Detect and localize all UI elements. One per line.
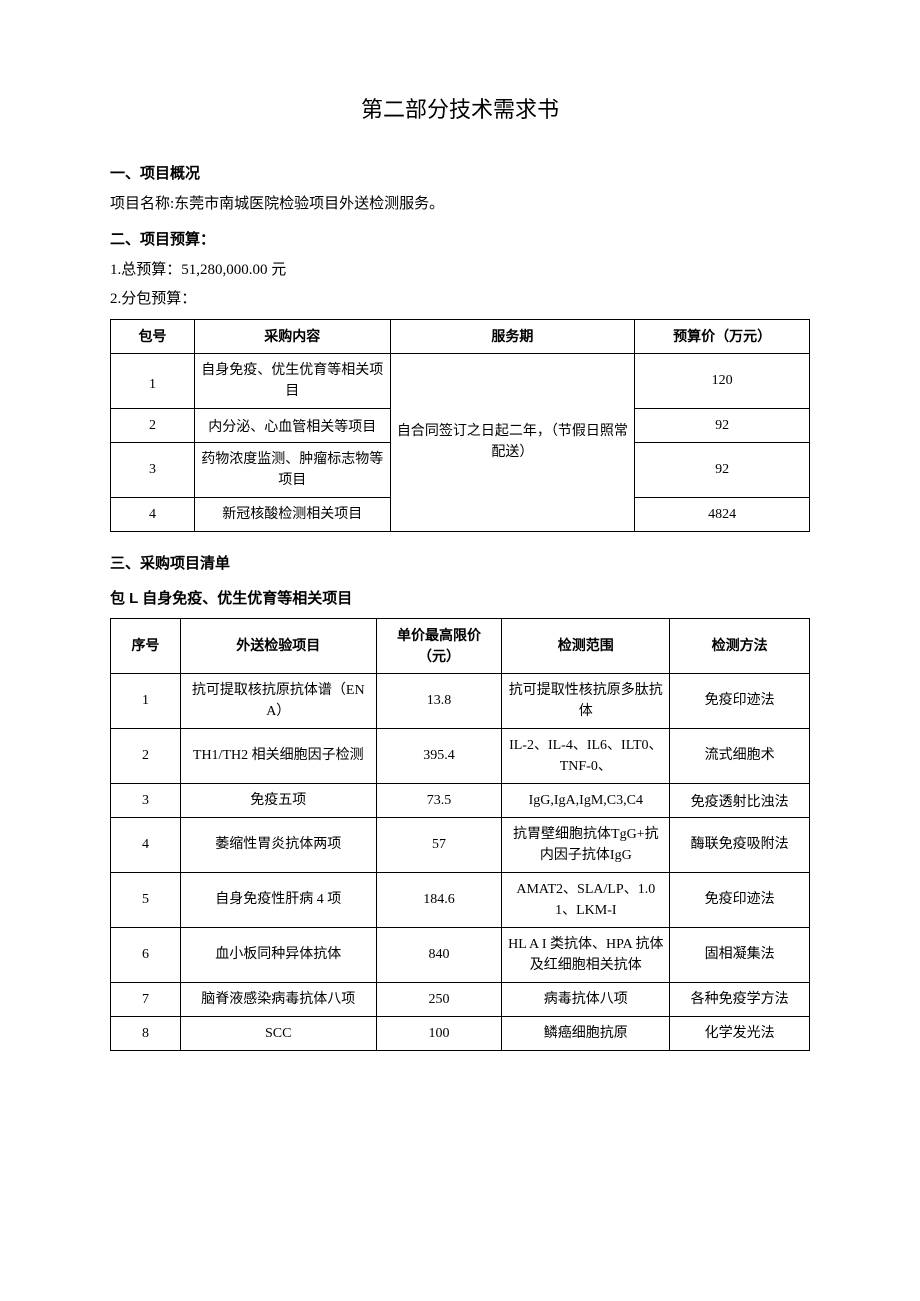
section2-heading: 二、项目预算： [110, 226, 810, 253]
table-row: 5 自身免疫性肝病 4 项 184.6 AMAT2、SLA/LP、1.01、LK… [111, 872, 810, 927]
col-item: 外送检验项目 [180, 618, 376, 673]
cell-price: 13.8 [376, 673, 502, 728]
cell-no: 3 [111, 783, 181, 817]
table-header-row: 序号 外送检验项目 单价最高限价（元） 检测范围 检测方法 [111, 618, 810, 673]
cell-service-period: 自合同签订之日起二年，（节假日照常配送） [390, 353, 635, 531]
total-budget-line: 1.总预算：51,280,000.00 元 [110, 257, 810, 284]
cell-scope: 抗可提取性核抗原多肽抗体 [502, 673, 670, 728]
cell-scope: AMAT2、SLA/LP、1.01、LKM-I [502, 872, 670, 927]
section1-heading: 一、项目概况 [110, 160, 810, 187]
cell-scope: 鳞癌细胞抗原 [502, 1016, 670, 1050]
package-L-subheading: 包 L 自身免疫、优生优育等相关项目 [110, 585, 810, 612]
cell-method: 固相凝集法 [670, 927, 810, 982]
cell-scope: IgG,IgA,IgM,C3,C4 [502, 783, 670, 817]
table-row: 3 免疫五项 73.5 IgG,IgA,IgM,C3,C4 免疫透射比浊法 [111, 783, 810, 817]
section3-heading: 三、采购项目清单 [110, 550, 810, 577]
cell-no: 2 [111, 728, 181, 783]
cell-content: 药物浓度监测、肿瘤标志物等项目 [194, 442, 390, 497]
col-package-no: 包号 [111, 319, 195, 353]
col-method: 检测方法 [670, 618, 810, 673]
col-scope: 检测范围 [502, 618, 670, 673]
cell-scope: 抗胃壁细胞抗体TgG+抗内因子抗体IgG [502, 817, 670, 872]
cell-scope: HL A I 类抗体、HPA 抗体及红细胞相关抗体 [502, 927, 670, 982]
col-unit-price: 单价最高限价（元） [376, 618, 502, 673]
cell-price: 4824 [635, 497, 810, 531]
cell-price: 395.4 [376, 728, 502, 783]
cell-item: 脑脊液感染病毒抗体八项 [180, 982, 376, 1016]
col-seq: 序号 [111, 618, 181, 673]
cell-item: SCC [180, 1016, 376, 1050]
cell-content: 新冠核酸检测相关项目 [194, 497, 390, 531]
col-service-period: 服务期 [390, 319, 635, 353]
col-budget-price: 预算价（万元） [635, 319, 810, 353]
cell-price: 92 [635, 408, 810, 442]
cell-scope: IL-2、IL-4、IL6、ILT0、TNF-0、 [502, 728, 670, 783]
cell-no: 4 [111, 497, 195, 531]
cell-item: 免疫五项 [180, 783, 376, 817]
cell-price: 184.6 [376, 872, 502, 927]
table-row: 2 TH1/TH2 相关细胞因子检测 395.4 IL-2、IL-4、IL6、I… [111, 728, 810, 783]
cell-price: 73.5 [376, 783, 502, 817]
cell-no: 6 [111, 927, 181, 982]
cell-price: 100 [376, 1016, 502, 1050]
cell-method: 各种免疫学方法 [670, 982, 810, 1016]
cell-scope: 病毒抗体八项 [502, 982, 670, 1016]
cell-no: 1 [111, 353, 195, 408]
cell-content: 自身免疫、优生优育等相关项目 [194, 353, 390, 408]
cell-no: 3 [111, 442, 195, 497]
col-content: 采购内容 [194, 319, 390, 353]
cell-no: 7 [111, 982, 181, 1016]
cell-no: 8 [111, 1016, 181, 1050]
page-title: 第二部分技术需求书 [110, 90, 810, 130]
cell-item: TH1/TH2 相关细胞因子检测 [180, 728, 376, 783]
cell-price: 250 [376, 982, 502, 1016]
table-row: 6 血小板同种异体抗体 840 HL A I 类抗体、HPA 抗体及红细胞相关抗… [111, 927, 810, 982]
cell-no: 1 [111, 673, 181, 728]
cell-method: 免疫透射比浊法 [670, 783, 810, 817]
cell-price: 120 [635, 353, 810, 408]
cell-method: 免疫印迹法 [670, 872, 810, 927]
table-row: 4 萎缩性胃炎抗体两项 57 抗胃壁细胞抗体TgG+抗内因子抗体IgG 酶联免疫… [111, 817, 810, 872]
cell-method: 流式细胞术 [670, 728, 810, 783]
sub-budget-line: 2.分包预算： [110, 286, 810, 313]
project-name-line: 项目名称:东莞市南城医院检验项目外送检测服务。 [110, 191, 810, 218]
table-row: 8 SCC 100 鳞癌细胞抗原 化学发光法 [111, 1016, 810, 1050]
cell-no: 5 [111, 872, 181, 927]
cell-content: 内分泌、心血管相关等项目 [194, 408, 390, 442]
cell-item: 萎缩性胃炎抗体两项 [180, 817, 376, 872]
table-row: 7 脑脊液感染病毒抗体八项 250 病毒抗体八项 各种免疫学方法 [111, 982, 810, 1016]
table-row: 1 自身免疫、优生优育等相关项目 自合同签订之日起二年，（节假日照常配送） 12… [111, 353, 810, 408]
cell-item: 抗可提取核抗原抗体谱（ENA） [180, 673, 376, 728]
cell-method: 化学发光法 [670, 1016, 810, 1050]
cell-no: 4 [111, 817, 181, 872]
items-table: 序号 外送检验项目 单价最高限价（元） 检测范围 检测方法 1 抗可提取核抗原抗… [110, 618, 810, 1051]
table-row: 1 抗可提取核抗原抗体谱（ENA） 13.8 抗可提取性核抗原多肽抗体 免疫印迹… [111, 673, 810, 728]
cell-no: 2 [111, 408, 195, 442]
cell-method: 免疫印迹法 [670, 673, 810, 728]
cell-item: 血小板同种异体抗体 [180, 927, 376, 982]
cell-price: 57 [376, 817, 502, 872]
cell-method: 酶联免疫吸附法 [670, 817, 810, 872]
cell-price: 840 [376, 927, 502, 982]
cell-item: 自身免疫性肝病 4 项 [180, 872, 376, 927]
cell-price: 92 [635, 442, 810, 497]
table-header-row: 包号 采购内容 服务期 预算价（万元） [111, 319, 810, 353]
budget-table: 包号 采购内容 服务期 预算价（万元） 1 自身免疫、优生优育等相关项目 自合同… [110, 319, 810, 532]
